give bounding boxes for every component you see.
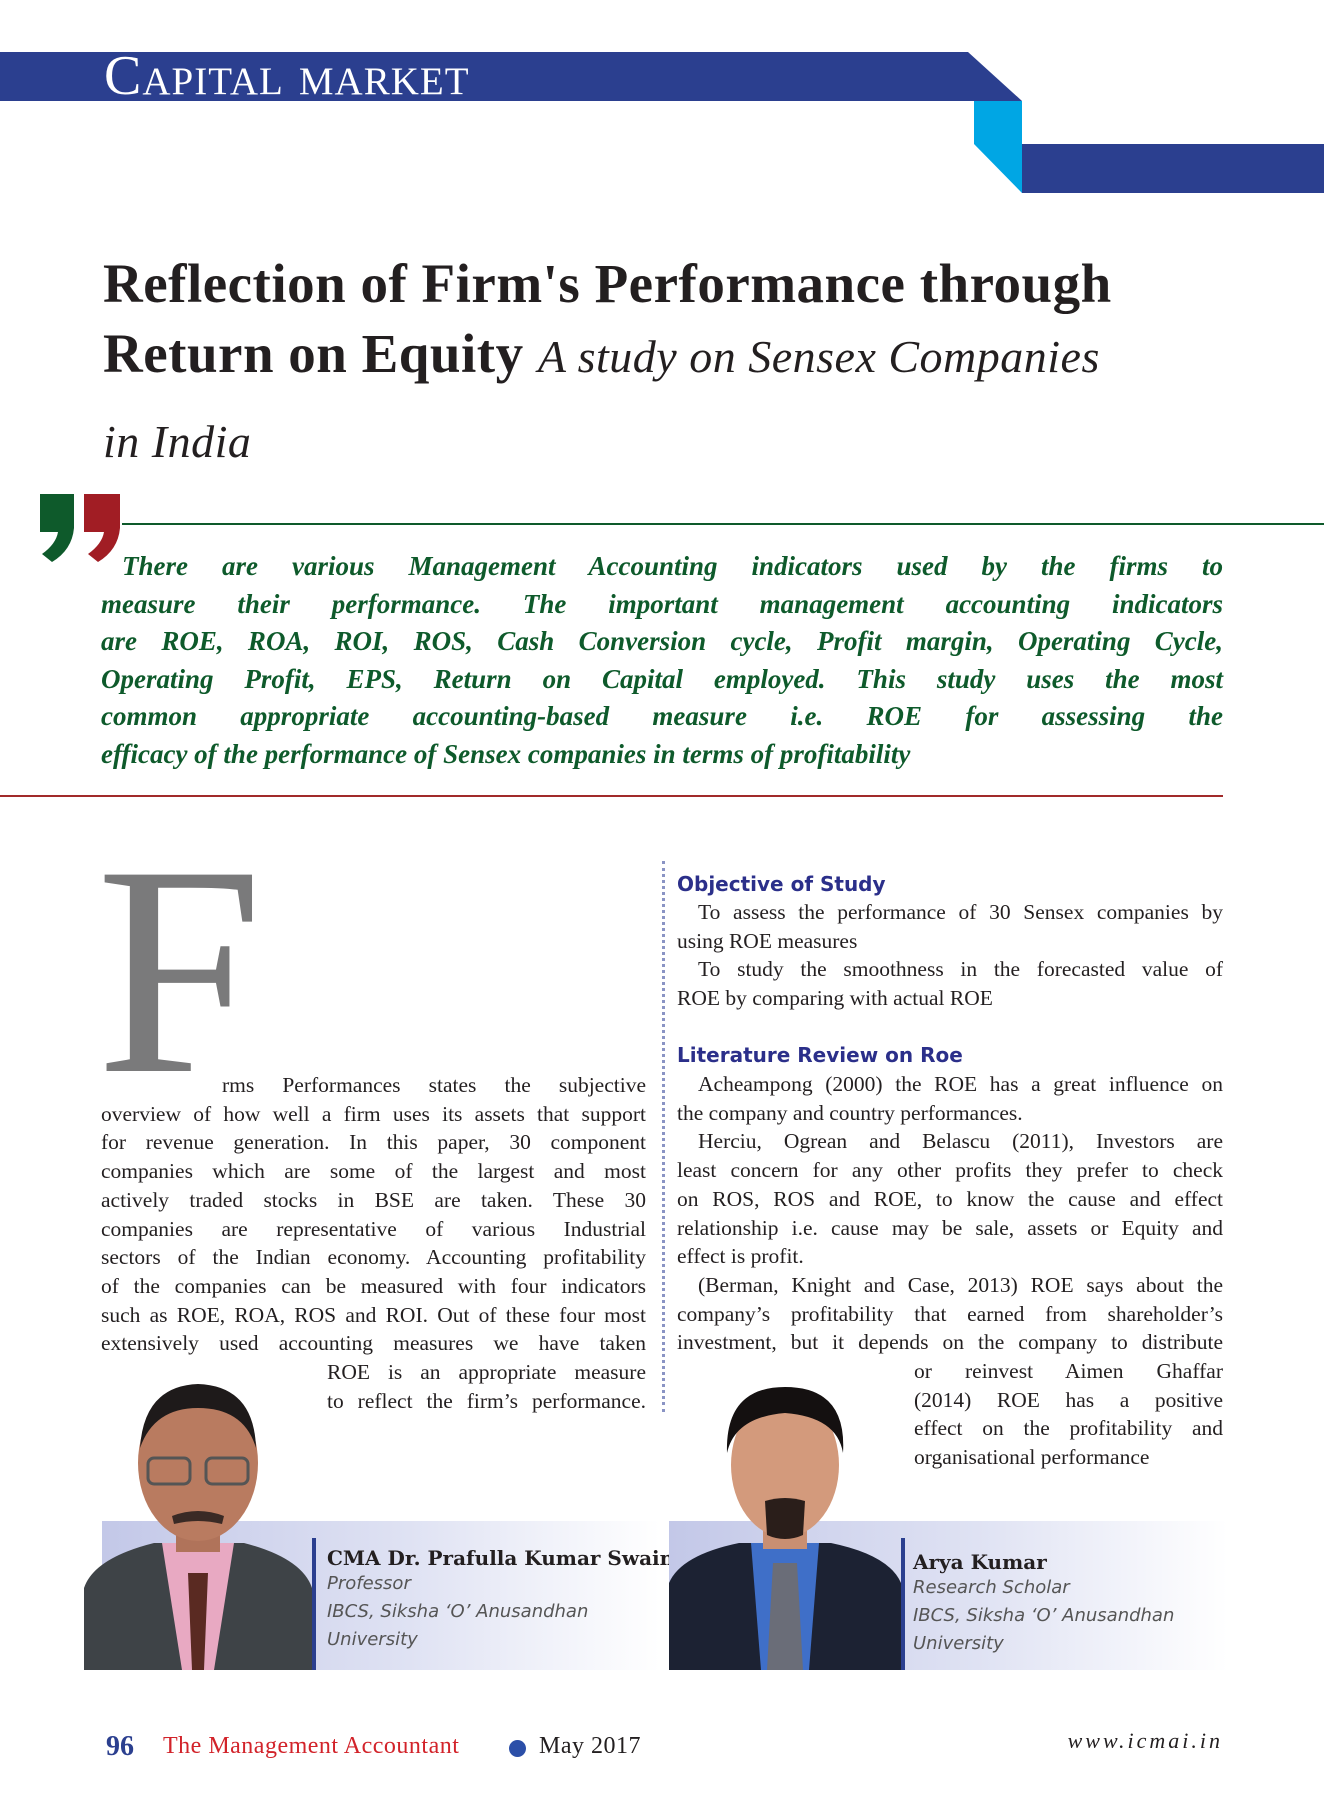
author-2-name: Arya Kumar <box>913 1550 1047 1574</box>
article-title-line1: Reflection of Firm's Performance through <box>103 253 1112 314</box>
text-line: companies which are some of the largest … <box>101 1159 646 1184</box>
text-line: effect on the profitability and <box>914 1416 1223 1441</box>
author-1-affiliation: IBCS, Siksha ‘O’ Anusandhan <box>327 1601 589 1622</box>
intro-paragraph: rms Performances states the subjective ov… <box>101 1071 646 1415</box>
website-link[interactable]: www.icmai.in <box>1067 1728 1223 1753</box>
author-1-role: Professor <box>327 1573 411 1594</box>
text-line: extensively used accounting measures we … <box>101 1331 646 1356</box>
author-card-2-bar <box>901 1538 905 1670</box>
author-photo-1 <box>84 1384 312 1670</box>
text-line: To study the smoothness in the forecaste… <box>698 957 1223 982</box>
text-line: investment, but it depends on the compan… <box>677 1330 1223 1355</box>
text-line: (2014) ROE has a positive <box>914 1387 1223 1412</box>
article-subtitle-cont: in India <box>103 416 252 467</box>
magazine-name: The Management Accountant <box>163 1733 460 1759</box>
text-line: using ROE measures <box>677 928 858 953</box>
author-card-1-bar <box>312 1538 316 1670</box>
text-line: Acheampong (2000) the ROE has a great in… <box>698 1072 1223 1096</box>
text-line: To assess the performance of 30 Sensex c… <box>698 900 1223 924</box>
text-line: least concern for any other profits they… <box>677 1158 1223 1183</box>
author-2-info: Arya Kumar Research Scholar IBCS, Siksha… <box>913 1550 1174 1658</box>
quote-rule-top <box>122 523 1324 525</box>
text-line: companies are representative of various … <box>101 1216 646 1241</box>
literature-heading: Literature Review on Roe <box>677 1043 963 1067</box>
text-line: on ROS, ROS and ROE, to know the cause a… <box>677 1186 1223 1211</box>
text-line: for revenue generation. In this paper, 3… <box>101 1130 646 1155</box>
article-title-line2-text: Return on Equity <box>103 323 524 384</box>
drop-cap: F <box>96 804 263 1136</box>
author-2-affiliation: IBCS, Siksha ‘O’ Anusandhan <box>913 1605 1175 1626</box>
text-line: ROE by comparing with actual ROE <box>677 986 993 1011</box>
text-line: ROE is an appropriate measure <box>327 1360 646 1385</box>
text-line: Operating Profit, EPS, Return on Capital… <box>101 663 1223 694</box>
text-line: Herciu, Ogrean and Belascu (2011), Inves… <box>698 1129 1223 1154</box>
article-title-line2: Return on Equity A study on Sensex Compa… <box>103 322 1100 389</box>
text-line: common appropriate accounting-based meas… <box>101 701 1223 731</box>
text-line: sectors of the Indian economy. Accountin… <box>101 1245 646 1270</box>
text-line: There are various Management Accounting … <box>122 551 1223 581</box>
text-line: measure their performance. The important… <box>101 588 1223 619</box>
text-line: organisational performance <box>914 1445 1150 1470</box>
text-line: company’s profitability that earned from… <box>677 1301 1223 1326</box>
text-line: relationship i.e. cause may be sale, ass… <box>677 1215 1223 1240</box>
author-2-role: Research Scholar <box>913 1577 1070 1598</box>
header-accent <box>974 101 1022 193</box>
bullet-icon <box>509 1740 526 1757</box>
header-band <box>0 52 1022 101</box>
pull-quote: There are various Management Accounting … <box>101 548 1223 773</box>
text-line: actively traded stocks in BSE are taken.… <box>101 1187 646 1212</box>
text-line: of the companies can be measured with fo… <box>101 1273 646 1298</box>
text-line: the company and country performances. <box>677 1100 1023 1125</box>
header-band-lower <box>1022 144 1324 193</box>
author-2-affiliation-cont: University <box>913 1633 1004 1654</box>
author-photo-2 <box>669 1387 901 1670</box>
text-line: or reinvest Aimen Ghaffar <box>914 1359 1223 1384</box>
text-line: (Berman, Knight and Case, 2013) ROE says… <box>698 1272 1223 1297</box>
section-label: Capital market <box>104 45 470 107</box>
text-line: effect is profit. <box>677 1244 804 1269</box>
literature-paragraph: Acheampong (2000) the ROE has a great in… <box>677 1070 1223 1472</box>
author-1-name: CMA Dr. Prafulla Kumar Swain <box>327 1546 675 1570</box>
objective-heading: Objective of Study <box>677 872 886 896</box>
author-1-affiliation-cont: University <box>327 1629 418 1650</box>
text-line: to reflect the firm’s performance. <box>327 1388 646 1413</box>
article-subtitle: A study on Sensex Companies <box>537 331 1100 382</box>
quote-mark-icon <box>40 494 120 562</box>
column-divider <box>662 861 665 1412</box>
objective-paragraph: To assess the performance of 30 Sensex c… <box>677 898 1223 1013</box>
text-line: overview of how well a firm uses its ass… <box>101 1101 646 1126</box>
author-1-info: CMA Dr. Prafulla Kumar Swain Professor I… <box>327 1546 674 1654</box>
text-line: such as ROE, ROA, ROS and ROI. Out of th… <box>101 1302 646 1327</box>
quote-rule-bottom <box>0 795 1223 797</box>
issue-date: May 2017 <box>539 1733 641 1759</box>
text-line: efficacy of the performance of Sensex co… <box>101 738 911 769</box>
page-number: 96 <box>106 1731 134 1762</box>
text-line: are ROE, ROA, ROI, ROS, Cash Conversion … <box>101 626 1223 656</box>
text-line: rms Performances states the subjective <box>222 1073 646 1097</box>
